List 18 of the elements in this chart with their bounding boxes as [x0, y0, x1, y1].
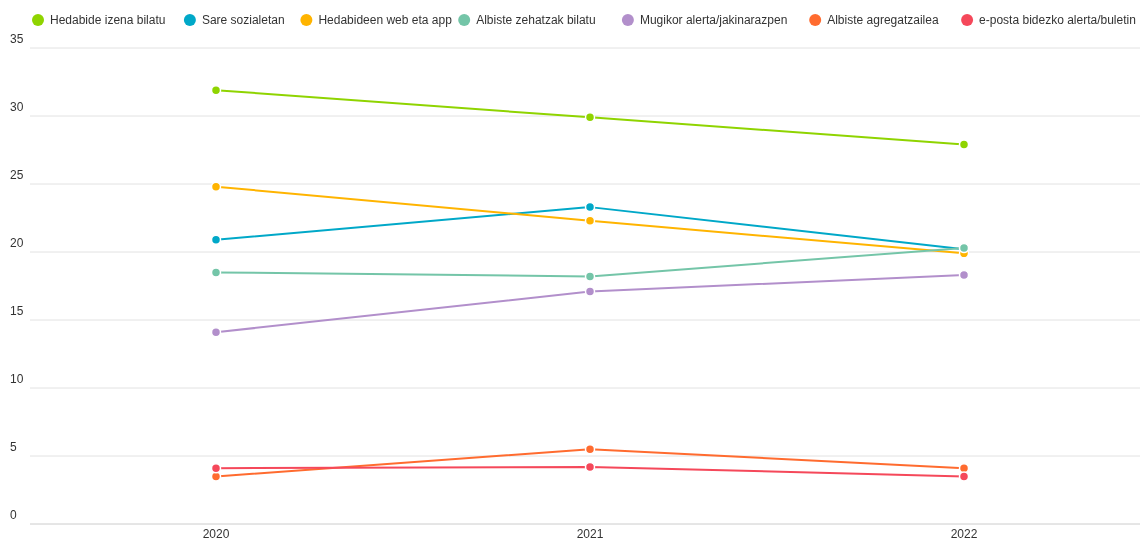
legend-label: Albiste zehatzak bilatu: [476, 13, 596, 27]
x-tick-label: 2021: [576, 527, 604, 541]
legend-label: Hedabideen web eta app: [318, 13, 453, 27]
x-tick-label: 2020: [202, 527, 230, 541]
y-tick-label: 35: [10, 32, 24, 46]
legend-label: e-posta bidezko alerta/buletin: [979, 13, 1136, 27]
y-tick-label: 20: [10, 236, 24, 250]
x-tick-label: 2022: [950, 527, 978, 541]
legend-label: Albiste agregatzailea: [827, 13, 939, 27]
legend-label: Mugikor alerta/jakinarazpen: [639, 13, 788, 27]
y-tick-label: 25: [10, 168, 24, 182]
legend-label: Hedabide izena bilatu: [50, 13, 166, 27]
y-tick-label: 5: [10, 440, 17, 454]
y-tick-label: 15: [10, 304, 24, 318]
y-tick-label: 0: [10, 508, 17, 522]
y-tick-label: 10: [10, 372, 24, 386]
legend-label: Sare sozialetan: [201, 13, 285, 27]
y-tick-label: 30: [10, 100, 24, 114]
